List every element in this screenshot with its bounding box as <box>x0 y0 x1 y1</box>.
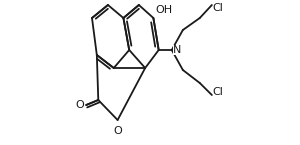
Text: Cl: Cl <box>213 87 224 97</box>
Text: O: O <box>113 126 122 136</box>
Text: N: N <box>173 45 182 55</box>
Text: OH: OH <box>156 5 173 15</box>
Text: Cl: Cl <box>213 3 224 13</box>
Text: O: O <box>75 100 84 110</box>
